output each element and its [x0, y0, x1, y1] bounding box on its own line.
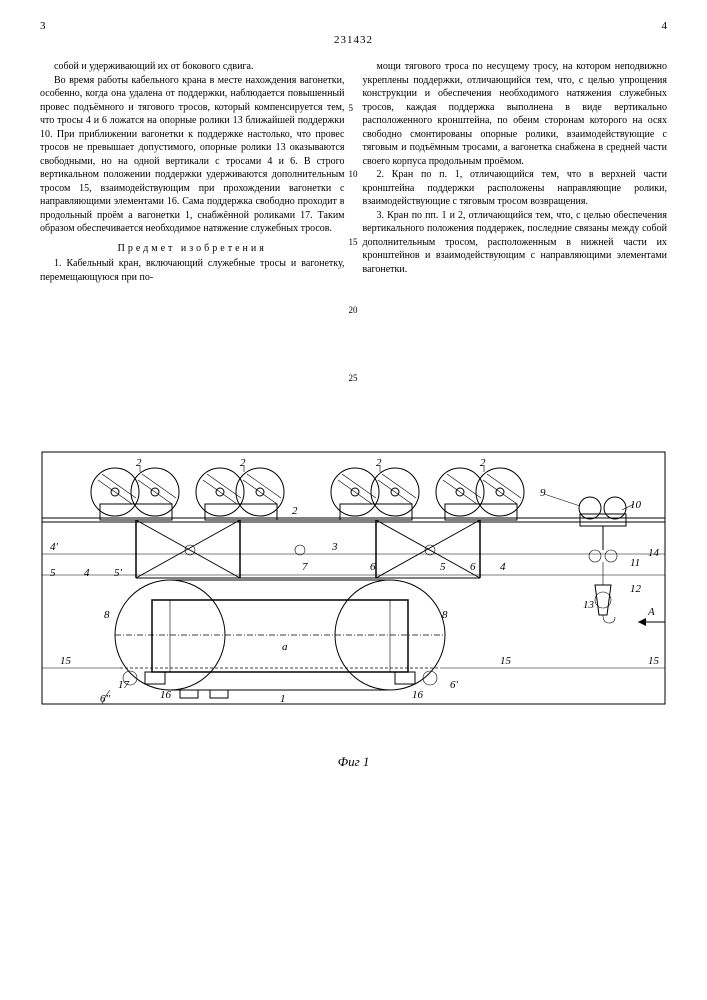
figure-1: 2 2 2 2 2 9 10 4' 5 4 5' 7 3 6 5 6 4 14 … [40, 450, 667, 770]
lbl: 6 [370, 561, 376, 573]
lbl: 2 [136, 457, 142, 469]
figure-caption: Фиг 1 [338, 754, 370, 770]
para: собой и удерживающий их от бокового сдви… [40, 60, 345, 74]
lbl: 16 [412, 689, 424, 701]
lbl: 5 [50, 567, 56, 579]
lbl: 12 [630, 583, 642, 595]
right-column: 5 10 15 20 25 мощи тягового троса по нес… [363, 60, 668, 284]
mark: 5 [349, 102, 354, 114]
page-left-num: 3 [40, 20, 46, 32]
arrow-A [638, 618, 665, 626]
lbl: 2 [376, 457, 382, 469]
lbl: 4 [84, 567, 90, 579]
lbl: 15 [60, 655, 72, 667]
mark: 10 [349, 168, 358, 180]
page-numbers: 3 4 [40, 20, 667, 32]
lbl: 6' [450, 679, 459, 691]
lbl: 2 [240, 457, 246, 469]
figure-svg: 2 2 2 2 2 9 10 4' 5 4 5' 7 3 6 5 6 4 14 … [40, 450, 667, 750]
lbl: 16 [160, 689, 172, 701]
lbl: 4 [500, 561, 506, 573]
lbl: 8 [442, 609, 448, 621]
lbl: a [282, 641, 288, 653]
lbl: 2 [480, 457, 486, 469]
lbl: 4' [50, 541, 59, 553]
lbl: 15 [648, 655, 660, 667]
claims-title: Предмет изобретения [40, 242, 345, 256]
lbl: 5 [440, 561, 446, 573]
lbl: 14 [648, 547, 660, 559]
lbl: А [647, 606, 655, 618]
para: Во время работы кабельного крана в месте… [40, 74, 345, 236]
para: 2. Кран по п. 1, отличающийся тем, что в… [363, 168, 668, 209]
lbl: 3 [331, 541, 338, 553]
lbl: 11 [630, 557, 640, 569]
lbl: 13 [583, 599, 595, 611]
lbl: 1 [280, 693, 286, 705]
lbl: 15 [500, 655, 512, 667]
left-column: собой и удерживающий их от бокового сдви… [40, 60, 345, 284]
lbl: 9 [540, 487, 546, 499]
para: 1. Кабельный кран, включающий служебные … [40, 257, 345, 284]
roller-group-left [91, 468, 284, 520]
para: 3. Кран по пп. 1 и 2, отличающийся тем, … [363, 209, 668, 277]
para: мощи тягового троса по несущему тросу, н… [363, 60, 668, 168]
lbl: 5' [114, 567, 123, 579]
roller-group-right [331, 468, 524, 520]
doc-number: 231432 [40, 34, 667, 46]
mark: 20 [349, 304, 358, 316]
page-right-num: 4 [662, 20, 668, 32]
lbl: 7 [302, 561, 308, 573]
lbl: 2 [292, 505, 298, 517]
lbl: 6 [470, 561, 476, 573]
lbl: 6'' [100, 693, 111, 705]
lbl: 8 [104, 609, 110, 621]
text-columns: собой и удерживающий их от бокового сдви… [40, 60, 667, 284]
lbl: 17 [118, 679, 130, 691]
mark: 15 [349, 236, 358, 248]
mark: 25 [349, 372, 358, 384]
page: 3 4 231432 собой и удерживающий их от бо… [0, 0, 707, 284]
